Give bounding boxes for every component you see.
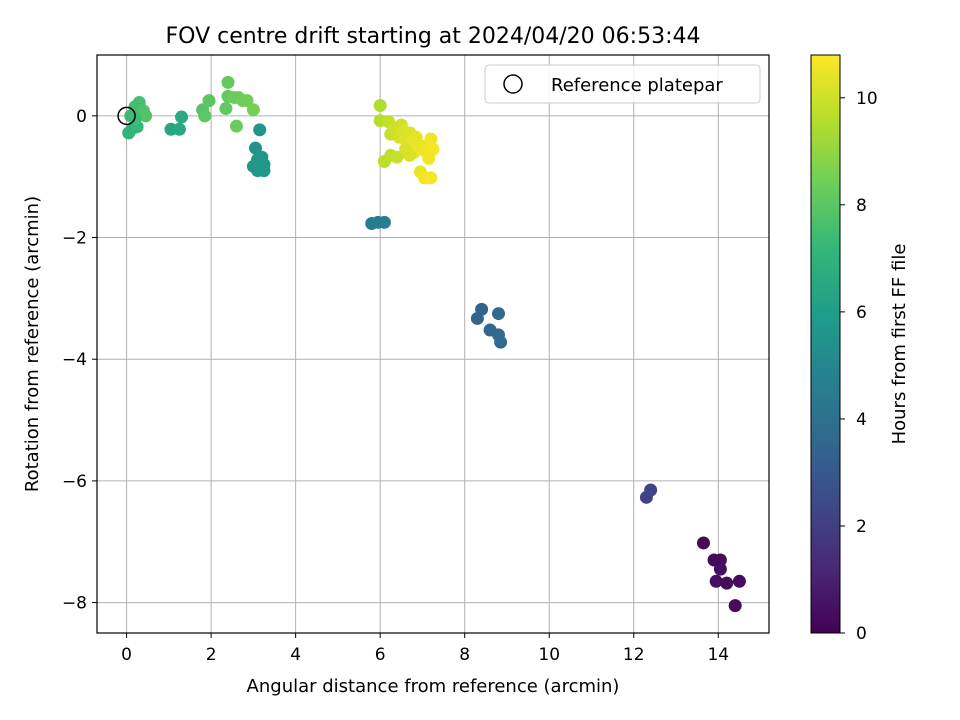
- x-axis-label: Angular distance from reference (arcmin): [247, 676, 620, 697]
- colorbar-tick-label: 8: [856, 196, 867, 216]
- x-tick-label: 2: [206, 645, 217, 665]
- data-point: [221, 75, 235, 89]
- x-tick-label: 6: [375, 645, 386, 665]
- data-point: [494, 335, 508, 349]
- data-points: [117, 75, 746, 613]
- y-axis: 0 −2 −4 −6 −8: [62, 107, 97, 614]
- data-point: [644, 483, 658, 497]
- y-tick-label: −6: [62, 472, 87, 492]
- data-point: [219, 102, 233, 116]
- y-tick-label: −2: [62, 229, 87, 249]
- colorbar-ticks: 0 2 4 6 8 10: [840, 89, 878, 644]
- data-point: [198, 109, 212, 123]
- plot-frame: [96, 54, 770, 634]
- data-point: [424, 132, 438, 146]
- x-tick-label: 14: [707, 645, 729, 665]
- colorbar-tick-label: 10: [856, 89, 878, 109]
- data-point: [251, 153, 265, 167]
- x-tick-label: 8: [459, 645, 470, 665]
- y-tick-label: 0: [76, 107, 87, 127]
- data-point: [139, 109, 153, 123]
- x-axis: 0 2 4 6 8 10 12 14: [121, 633, 729, 665]
- y-axis-label: Rotation from reference (arcmin): [22, 196, 43, 492]
- data-point: [492, 307, 506, 321]
- data-point: [713, 562, 727, 576]
- data-point: [390, 150, 404, 164]
- reference-point: [117, 106, 136, 126]
- colorbar-tick-label: 0: [856, 624, 867, 644]
- data-point: [709, 574, 723, 588]
- data-point: [253, 123, 267, 137]
- colorbar-gradient: [810, 54, 841, 634]
- colorbar-tick-label: 4: [856, 410, 867, 430]
- data-point: [175, 110, 189, 124]
- data-point: [172, 122, 186, 136]
- data-point: [424, 171, 438, 185]
- data-point: [399, 142, 413, 156]
- x-tick-label: 0: [121, 645, 132, 665]
- data-point: [713, 553, 727, 567]
- data-point: [728, 599, 742, 613]
- legend: Reference platepar: [484, 64, 761, 104]
- data-point: [246, 103, 260, 117]
- data-point: [409, 130, 423, 144]
- grid: [97, 55, 769, 633]
- y-tick-label: −8: [62, 594, 87, 614]
- colorbar: 0 2 4 6 8 10 Hours from first FF file: [810, 54, 910, 644]
- colorbar-tick-label: 2: [856, 517, 867, 537]
- x-tick-label: 4: [290, 645, 301, 665]
- legend-reference-marker: [503, 74, 523, 94]
- data-point: [257, 164, 271, 178]
- legend-box: [484, 64, 761, 104]
- data-point: [240, 94, 254, 108]
- x-tick-label: 12: [623, 645, 645, 665]
- data-point: [475, 302, 489, 316]
- chart-title: FOV centre drift starting at 2024/04/20 …: [166, 24, 701, 49]
- colorbar-label: Hours from first FF file: [889, 244, 910, 445]
- data-point: [720, 576, 734, 590]
- legend-entry-reference: Reference platepar: [551, 75, 723, 96]
- data-point: [373, 98, 387, 112]
- x-tick-label: 10: [538, 645, 560, 665]
- data-point: [732, 574, 746, 588]
- data-point: [229, 119, 243, 133]
- data-point: [422, 151, 436, 165]
- colorbar-tick-label: 6: [856, 303, 867, 323]
- data-point: [377, 215, 391, 229]
- y-tick-label: −4: [62, 350, 87, 370]
- data-point: [696, 536, 710, 550]
- data-point: [202, 94, 216, 108]
- data-point: [248, 141, 262, 155]
